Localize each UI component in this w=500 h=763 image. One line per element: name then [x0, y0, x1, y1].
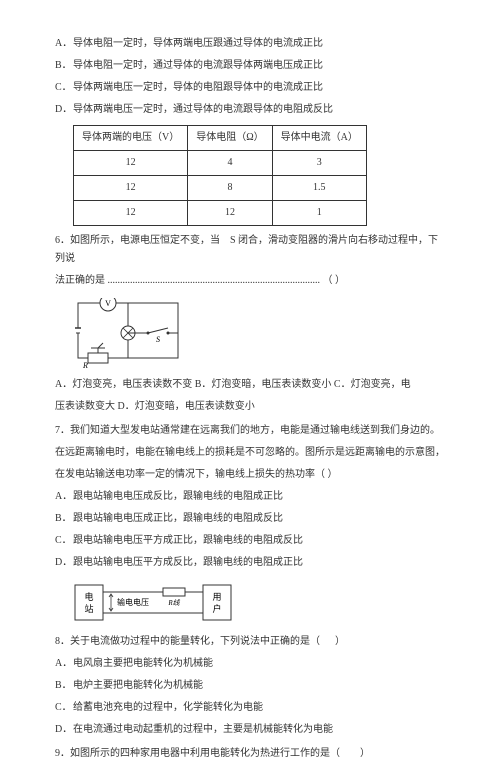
- q8-option-a: A．电风扇主要把电能转化为机械能: [55, 655, 445, 673]
- table-row: 12 4 3: [74, 151, 367, 176]
- q7-option-c: C．跟电站输电电压平方成正比，跟输电线的电阻成反比: [55, 532, 445, 550]
- voltmeter-label: V: [105, 299, 111, 308]
- option-d: D．导体两端电压一定时，通过导体的电流跟导体的电阻成反比: [55, 101, 445, 119]
- q7-text1: 我们知道大型发电站通常建在远离我们的地方，电能是通过输电线送到我们身边的。: [70, 425, 440, 436]
- q6-text1: 如图所示，电源电压恒定不变，当: [70, 235, 220, 246]
- option-text-c: 导体两端电压一定时，导体的电阻跟导体中的电流成正比: [73, 82, 323, 93]
- q7-line3: 在发电站输送电功率一定的情况下，输电线上损失的热功率（ ）: [55, 466, 445, 484]
- q8-opt-b-label: B．: [55, 677, 73, 695]
- r-label: R线: [167, 599, 180, 607]
- table-header-0: 导体两端的电压（V）: [74, 126, 188, 151]
- table-row: 12 12 1: [74, 201, 367, 226]
- q6-paren: （ ）: [323, 272, 346, 290]
- q8-opt-c-label: C．: [55, 699, 73, 717]
- q8-opt-b: 电炉主要把电能转化为机械能: [73, 680, 203, 691]
- table-cell: 4: [188, 151, 272, 176]
- q6-prefix: 6．: [55, 235, 70, 246]
- q8-opt-d: 在电流通过电动起重机的过程中，主要是机械能转化为电能: [73, 724, 333, 735]
- option-label-a: A．: [55, 35, 73, 53]
- station-label-2: 站: [84, 603, 93, 614]
- q7-option-d: D．跟电站输电电压平方成反比，跟输电线的电阻成正比: [55, 554, 445, 572]
- q6-options-2: 压表读数变大 D．灯泡变暗，电压表读数变小: [55, 398, 445, 416]
- q6-opt-a2: 压表读数变大 D．灯泡变暗，电压表读数变小: [55, 401, 255, 412]
- transmission-diagram: 电 站 用 户 输电电压 R线: [73, 580, 445, 625]
- q7-option-a: A．跟电站输电电压成反比，跟输电线的电阻成正比: [55, 488, 445, 506]
- q8-option-b: B．电炉主要把电能转化为机械能: [55, 677, 445, 695]
- q6-opt-a-label: A．: [55, 379, 72, 390]
- q7-opt-d-label: D．: [55, 554, 73, 572]
- q9-paren: ）: [360, 748, 370, 759]
- q7-opt-c: 跟电站输电电压平方成正比，跟输电线的电阻成反比: [73, 535, 303, 546]
- q7-line2: 在远距离输电时，电能在输电线上的损耗是不可忽略的。图所示是远距离输电的示意图，: [55, 444, 445, 462]
- switch-label: S: [156, 335, 160, 344]
- station-label: 电: [84, 591, 93, 602]
- table-row: 12 8 1.5: [74, 176, 367, 201]
- table-header-2: 导体中电流（A）: [272, 126, 366, 151]
- q7-opt-b-label: B．: [55, 510, 73, 528]
- q6-opt-a: 灯泡变亮，电压表读数不变 B．灯泡变暗，电压表读数变小 C．灯泡变亮，电: [72, 379, 410, 390]
- q7-opt-a-label: A．: [55, 488, 73, 506]
- q7-opt-a: 跟电站输电电压成反比，跟输电线的电阻成正比: [73, 491, 283, 502]
- q8-option-d: D．在电流通过电动起重机的过程中，主要是机械能转化为电能: [55, 721, 445, 739]
- q9-line: 9．如图所示的四种家用电器中利用电能转化为热进行工作的是（ ）: [55, 745, 445, 763]
- table-cell: 8: [188, 176, 272, 201]
- voltage-label: 输电电压: [117, 597, 149, 607]
- q9-prefix: 9．: [55, 748, 70, 759]
- table-cell: 1.5: [272, 176, 366, 201]
- q8-opt-a: 电风扇主要把电能转化为机械能: [73, 658, 213, 669]
- q6-text3: 法正确的是: [55, 275, 105, 286]
- q8-option-c: C．给蓄电池充电的过程中，化学能转化为电能: [55, 699, 445, 717]
- q6-options: A．灯泡变亮，电压表读数不变 B．灯泡变暗，电压表读数变小 C．灯泡变亮，电: [55, 376, 445, 394]
- q8-opt-d-label: D．: [55, 721, 73, 739]
- question-6: 6．如图所示，电源电压恒定不变，当 S 闭合，滑动变阻器的滑片向右移动过程中，下…: [55, 232, 445, 290]
- table-header-1: 导体电阻（Ω）: [188, 126, 272, 151]
- q8-opt-c: 给蓄电池充电的过程中，化学能转化为电能: [73, 702, 263, 713]
- q7-opt-c-label: C．: [55, 532, 73, 550]
- table-cell: 12: [74, 201, 188, 226]
- option-c: C．导体两端电压一定时，导体的电阻跟导体中的电流成正比: [55, 79, 445, 97]
- q6-line2: 法正确的是 ..................................…: [55, 272, 445, 290]
- q7-opt-b: 跟电站输电电压成正比，跟输电线的电阻成反比: [73, 513, 283, 524]
- question-8: 8．关于电流做功过程中的能量转化，下列说法中正确的是（ ） A．电风扇主要把电能…: [55, 633, 445, 739]
- table-cell: 12: [188, 201, 272, 226]
- option-a: A．导体电阻一定时，导体两端电压跟通过导体的电流成正比: [55, 35, 445, 53]
- option-text-b: 导体电阻一定时，通过导体的电流跟导体两端电压成正比: [73, 60, 323, 71]
- data-table: 导体两端的电压（V） 导体电阻（Ω） 导体中电流（A） 12 4 3 12 8 …: [73, 125, 367, 226]
- transmission-svg: 电 站 用 户 输电电压 R线: [73, 580, 233, 625]
- q7-text3: 在发电站输送电功率一定的情况下，输电线上损失的热功率（ ）: [55, 469, 338, 480]
- q7-line1: 7．我们知道大型发电站通常建在远离我们的地方，电能是通过输电线送到我们身边的。: [55, 422, 445, 440]
- q7-option-b: B．跟电站输电电压成正比，跟输电线的电阻成反比: [55, 510, 445, 528]
- question-7: 7．我们知道大型发电站通常建在远离我们的地方，电能是通过输电线送到我们身边的。 …: [55, 422, 445, 572]
- q6-line1: 6．如图所示，电源电压恒定不变，当 S 闭合，滑动变阻器的滑片向右移动过程中，下…: [55, 232, 445, 268]
- q9-text: 如图所示的四种家用电器中利用电能转化为热进行工作的是（: [70, 748, 340, 759]
- table-cell: 12: [74, 176, 188, 201]
- q7-text2: 在远距离输电时，电能在输电线上的损耗是不可忽略的。图所示是远距离输电的示意图，: [55, 447, 445, 458]
- resistor-label: R: [82, 361, 88, 368]
- option-label-b: B．: [55, 57, 73, 75]
- option-text-a: 导体电阻一定时，导体两端电压跟通过导体的电流成正比: [73, 38, 323, 49]
- option-label-d: D．: [55, 101, 73, 119]
- q8-line: 8．关于电流做功过程中的能量转化，下列说法中正确的是（ ）: [55, 633, 445, 651]
- user-label: 用: [212, 592, 221, 602]
- table-cell: 3: [272, 151, 366, 176]
- table-cell: 1: [272, 201, 366, 226]
- q7-prefix: 7．: [55, 425, 70, 436]
- table-cell: 12: [74, 151, 188, 176]
- q8-paren: ）: [335, 636, 345, 647]
- q8-prefix: 8．: [55, 636, 70, 647]
- user-label-2: 户: [212, 603, 221, 614]
- q8-text: 关于电流做功过程中的能量转化，下列说法中正确的是（: [70, 636, 320, 647]
- q7-opt-d: 跟电站输电电压平方成反比，跟输电线的电阻成正比: [73, 557, 303, 568]
- option-text-d: 导体两端电压一定时，通过导体的电流跟导体的电阻成反比: [73, 104, 333, 115]
- circuit-svg: V S R: [73, 298, 183, 368]
- circuit-diagram-1: V S R: [73, 298, 445, 368]
- option-label-c: C．: [55, 79, 73, 97]
- option-b: B．导体电阻一定时，通过导体的电流跟导体两端电压成正比: [55, 57, 445, 75]
- question-9: 9．如图所示的四种家用电器中利用电能转化为热进行工作的是（ ）: [55, 745, 445, 763]
- q8-opt-a-label: A．: [55, 655, 73, 673]
